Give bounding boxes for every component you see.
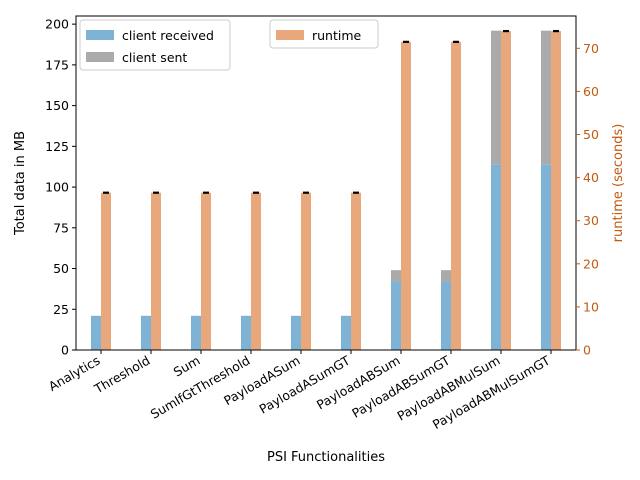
legend-label: client sent — [122, 50, 187, 65]
left-tick-label: 150 — [45, 98, 69, 113]
bar-client-received — [541, 164, 551, 350]
bar-runtime — [401, 41, 411, 350]
right-y-axis: 0 10 20 30 40 50 60 70 — [576, 41, 599, 358]
legend-left: client received client sent — [79, 19, 231, 71]
bar-client-sent — [441, 270, 451, 282]
bar-runtime — [451, 41, 461, 350]
plot-area-frame — [75, 15, 577, 351]
legend-swatch — [86, 30, 114, 40]
error-bars-group — [103, 29, 559, 194]
bar-runtime — [151, 192, 161, 350]
runtime-bars-group — [101, 31, 561, 351]
legend-box — [269, 19, 379, 49]
bar-client-received — [441, 281, 451, 350]
legend-swatch — [86, 52, 114, 62]
right-tick-label: 70 — [583, 41, 599, 56]
right-tick-label: 40 — [583, 170, 599, 185]
legend-right: runtime — [269, 19, 379, 49]
left-tick-label: 0 — [61, 343, 69, 358]
bar-client-received — [341, 315, 351, 350]
left-tick-label: 175 — [45, 57, 69, 72]
bar-client-received — [191, 315, 201, 350]
bar-runtime — [201, 192, 211, 350]
right-tick-label: 60 — [583, 84, 599, 99]
left-y-axis: 0 25 50 75 100 125 150 175 200 — [45, 17, 76, 358]
bar-client-received — [491, 164, 501, 350]
bar-client-sent — [491, 30, 501, 165]
left-tick-label: 100 — [45, 180, 69, 195]
bar-runtime — [551, 31, 561, 351]
right-tick-label: 20 — [583, 256, 599, 271]
legend-box — [79, 19, 231, 71]
right-tick-label: 50 — [583, 127, 599, 142]
bar-client-received — [291, 315, 301, 350]
left-tick-label: 75 — [53, 220, 69, 235]
left-tick-label: 200 — [45, 17, 69, 32]
bar-runtime — [501, 31, 511, 351]
bar-client-sent — [391, 270, 401, 282]
legend-label: runtime — [312, 28, 362, 43]
legend-label: client received — [122, 28, 214, 43]
left-tick-label: 25 — [53, 302, 69, 317]
x-tick-label: Sum — [171, 353, 203, 380]
bar-runtime — [101, 192, 111, 350]
bar-client-sent — [541, 30, 551, 165]
received-bars-group — [91, 164, 551, 350]
left-tick-label: 50 — [53, 261, 69, 276]
bar-client-received — [241, 315, 251, 350]
right-axis-label: runtime (seconds) — [611, 124, 626, 243]
left-axis-label: Total data in MB — [13, 131, 28, 236]
bar-client-received — [141, 315, 151, 350]
bar-runtime — [251, 192, 261, 350]
bar-client-received — [91, 315, 101, 350]
bar-runtime — [301, 192, 311, 350]
legend-swatch — [276, 30, 304, 40]
right-tick-label: 0 — [583, 343, 591, 358]
bar-client-received — [391, 281, 401, 350]
x-tick-label: Threshold — [91, 353, 153, 397]
x-axis-label: PSI Functionalities — [267, 450, 385, 465]
left-tick-label: 125 — [45, 139, 69, 154]
right-tick-label: 30 — [583, 213, 599, 228]
bar-runtime — [351, 192, 361, 350]
right-tick-label: 10 — [583, 299, 599, 314]
sent-bars-group — [391, 30, 551, 282]
